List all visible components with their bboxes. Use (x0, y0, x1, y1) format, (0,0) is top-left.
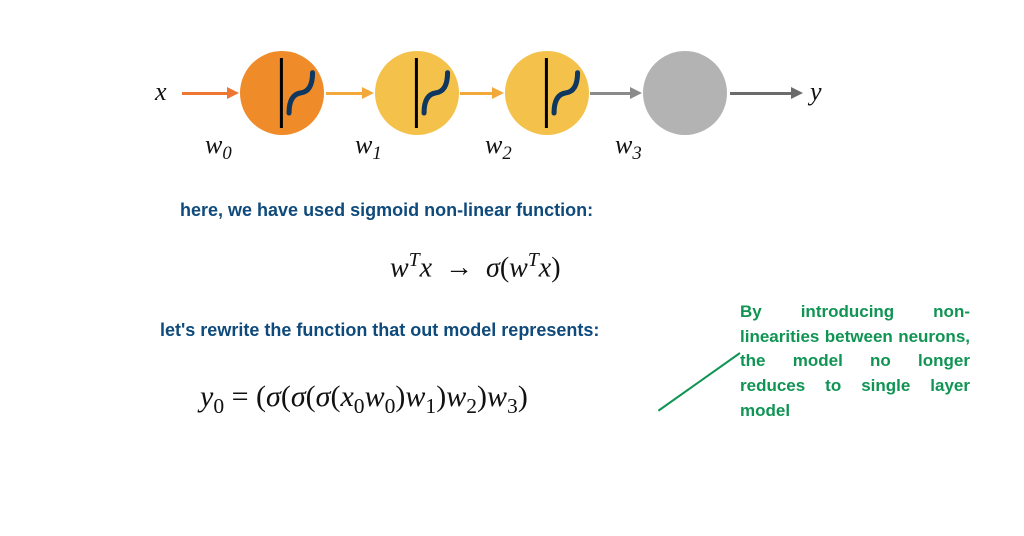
neuron-separator (545, 58, 548, 129)
weight-label-0: w0 (205, 130, 232, 165)
neuron-separator (415, 58, 418, 129)
diagram-canvas: { "canvas": { "width": 1024, "height": 5… (0, 0, 1024, 536)
formula-sigmoid: wTx → σ(wTx) (390, 250, 561, 284)
neuron-2 (505, 51, 589, 135)
input-x-label: x (155, 77, 167, 107)
neuron-1 (375, 51, 459, 135)
weight-label-2: w2 (485, 130, 512, 165)
caption-rewrite: let's rewrite the function that out mode… (160, 320, 599, 341)
neuron-0 (240, 51, 324, 135)
network-diagram: x y w0 w1 w2 w3 (160, 45, 860, 175)
sigmoid-icon (419, 66, 453, 120)
weight-label-3: w3 (615, 130, 642, 165)
output-y-label: y (810, 77, 822, 107)
sigmoid-icon (549, 66, 583, 120)
annotation-pointer (657, 352, 740, 412)
neuron-separator (280, 58, 283, 129)
weight-label-1: w1 (355, 130, 382, 165)
sigmoid-icon (284, 66, 318, 120)
caption-sigmoid: here, we have used sigmoid non-linear fu… (180, 200, 593, 221)
neuron-3 (643, 51, 727, 135)
formula-model: y0 = (σ(σ(σ(x0w0)w1)w2)w3) (200, 380, 528, 419)
annotation-note: By introducing non-linearities between n… (740, 300, 970, 423)
